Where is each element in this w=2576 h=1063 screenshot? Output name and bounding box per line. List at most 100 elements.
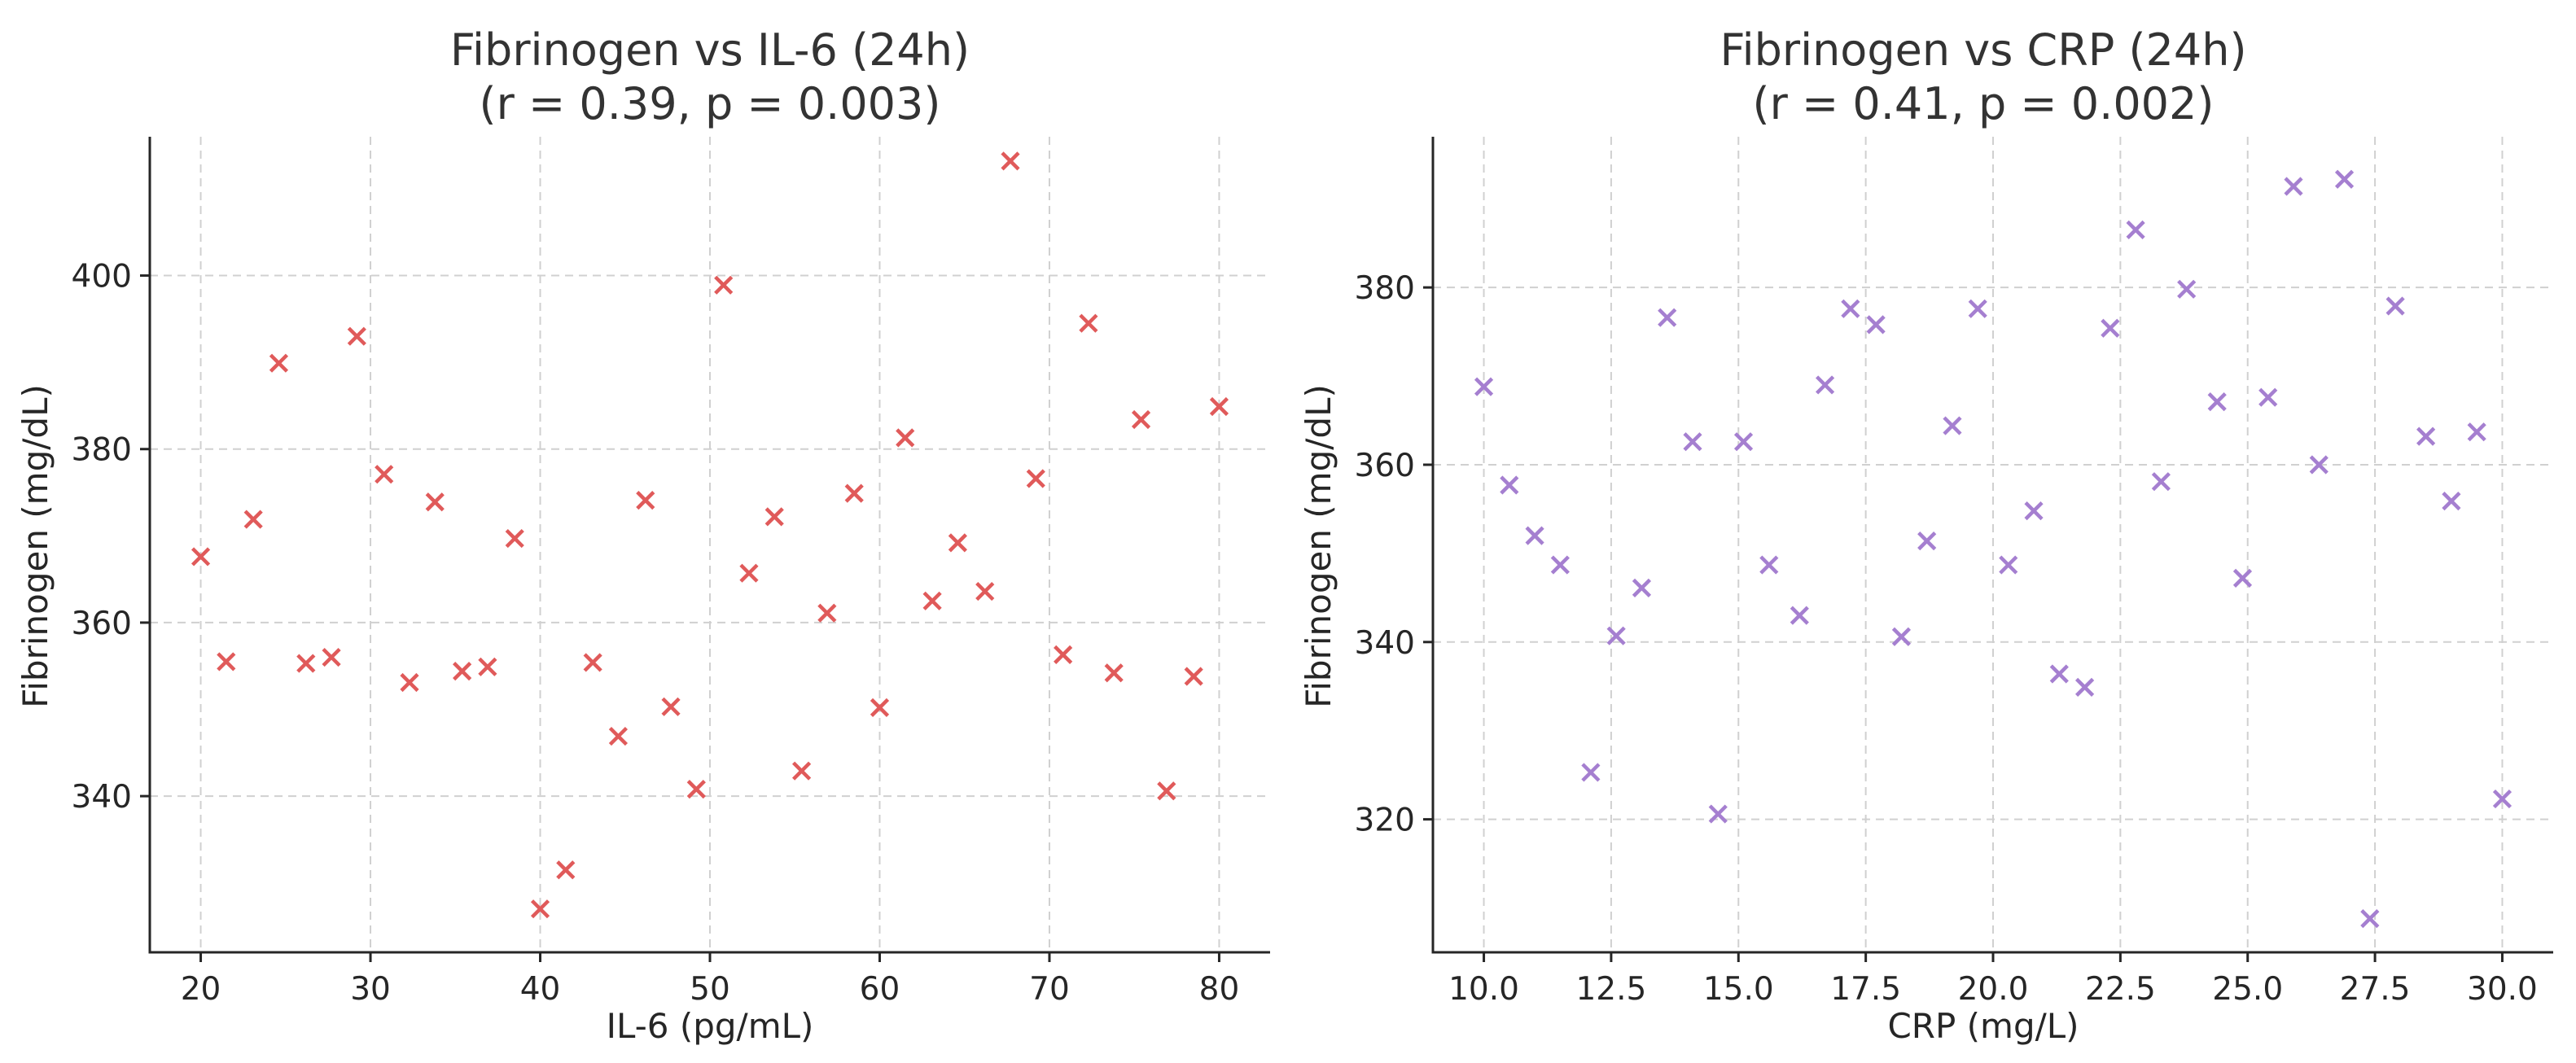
scatter-point [2232, 568, 2253, 588]
x-tick-label: 70 [1029, 971, 1070, 1008]
scatter-point [1733, 432, 1754, 452]
scatter-point [2101, 318, 2120, 338]
scatter-point [1841, 299, 1860, 318]
scatter-point [2492, 789, 2512, 809]
x-tick-label: 17.5 [1830, 971, 1901, 1008]
scatter-point [425, 492, 445, 512]
chart-title: Fibrinogen vs CRP (24h) [1720, 24, 2246, 76]
scatter-point [1157, 781, 1176, 801]
chart-subtitle: (r = 0.41, p = 0.002) [1753, 78, 2215, 129]
chart-il6-panel: Fibrinogen vs IL-6 (24h) (r = 0.39, p = … [15, 24, 1270, 1046]
scatter-point [243, 510, 263, 529]
scatter-point [400, 672, 419, 693]
scatter-point [1866, 315, 1886, 335]
axis-ticks: 10.0 12.5 15.0 17.5 20.0 22.5 25.0 27.5 30.0 320 3… [1355, 270, 2538, 1008]
scatter-point [1054, 645, 1073, 664]
y-axis-label: Fibrinogen (mg/dL) [15, 384, 55, 708]
scatter-point [2416, 427, 2436, 446]
x-axis-label: CRP (mg/L) [1887, 1006, 2079, 1046]
x-tick-label: 50 [690, 971, 730, 1008]
grid [1433, 137, 2553, 952]
scatter-point [1606, 626, 1626, 645]
scatter-point [296, 654, 316, 673]
scatter-point [764, 507, 784, 527]
scatter-point [791, 761, 812, 781]
x-tick-label: 25.0 [2212, 971, 2283, 1008]
scatter-point [2126, 220, 2145, 239]
scatter-point [1079, 313, 1098, 333]
x-tick-label: 15.0 [1703, 971, 1774, 1008]
scatter-point [375, 465, 394, 484]
scatter-point [1474, 377, 1494, 396]
scatter-point [636, 491, 655, 510]
scatter-point [1943, 416, 1962, 435]
y-axis-label: Fibrinogen (mg/dL) [1299, 384, 1338, 708]
x-tick-label: 22.5 [2085, 971, 2156, 1008]
scatter-point [269, 353, 289, 373]
scatter-point [478, 657, 497, 676]
scatter-point [2442, 492, 2461, 511]
scatter-point [2177, 279, 2197, 299]
x-tick-label: 60 [860, 971, 900, 1008]
scatter-point [870, 698, 890, 717]
chart-crp-panel: Fibrinogen vs CRP (24h) (r = 0.41, p = 0… [1299, 24, 2553, 1046]
scatter-point [583, 653, 602, 672]
data-points [191, 151, 1229, 919]
x-axis-label: IL-6 (pg/mL) [607, 1006, 814, 1046]
scatter-point [1026, 469, 1045, 488]
x-tick-label: 30.0 [2467, 971, 2538, 1008]
scatter-point [948, 533, 967, 553]
y-tick-label: 400 [72, 259, 132, 295]
scatter-point [1581, 763, 1601, 782]
scatter-point [2074, 677, 2095, 697]
scatter-point [1968, 299, 1987, 318]
scatter-point [1999, 555, 2018, 575]
scatter-point [505, 528, 524, 549]
scatter-point [1708, 804, 1728, 824]
scatter-point [844, 483, 864, 503]
scatter-point [530, 899, 550, 919]
y-tick-label: 320 [1355, 803, 1415, 839]
scatter-point [556, 860, 576, 880]
scatter-point [1917, 532, 1937, 551]
scatter-point [453, 662, 472, 681]
x-tick-label: 20 [181, 971, 221, 1008]
scatter-point [608, 726, 629, 746]
scatter-point [2385, 296, 2405, 316]
scatter-point [922, 591, 942, 610]
scatter-point [1632, 578, 1652, 597]
scatter-point [347, 326, 366, 346]
scatter-point [1790, 606, 1809, 625]
scatter-point [714, 275, 734, 295]
x-tick-label: 80 [1199, 971, 1240, 1008]
axis-spines [1431, 137, 2553, 954]
scatter-point [1525, 526, 1544, 545]
grid [150, 137, 1270, 952]
scatter-point [1658, 308, 1677, 327]
scatter-point [2207, 392, 2227, 412]
scatter-point [1816, 375, 1835, 395]
scatter-point [191, 547, 211, 566]
y-tick-label: 380 [72, 432, 132, 469]
scatter-point [817, 603, 837, 623]
scatter-point [1184, 667, 1203, 686]
scatter-point [975, 581, 995, 601]
scatter-point [2049, 664, 2069, 684]
chart-title: Fibrinogen vs IL-6 (24h) [450, 24, 970, 76]
scatter-point [1683, 432, 1702, 452]
y-tick-label: 380 [1355, 270, 1415, 307]
scatter-point [322, 647, 341, 667]
y-tick-label: 340 [72, 779, 132, 816]
axis-ticks: 20 30 40 50 60 70 80 340 360 380 400 [72, 259, 1240, 1008]
scatter-point [2360, 909, 2380, 929]
scatter-point [686, 780, 706, 799]
axis-spines [148, 137, 1270, 954]
x-tick-label: 20.0 [1958, 971, 2029, 1008]
y-tick-label: 340 [1355, 625, 1415, 662]
x-tick-label: 30 [350, 971, 391, 1008]
x-tick-label: 40 [520, 971, 561, 1008]
scatter-point [2309, 455, 2328, 475]
scatter-point [2024, 501, 2044, 521]
scatter-point [1001, 151, 1020, 171]
